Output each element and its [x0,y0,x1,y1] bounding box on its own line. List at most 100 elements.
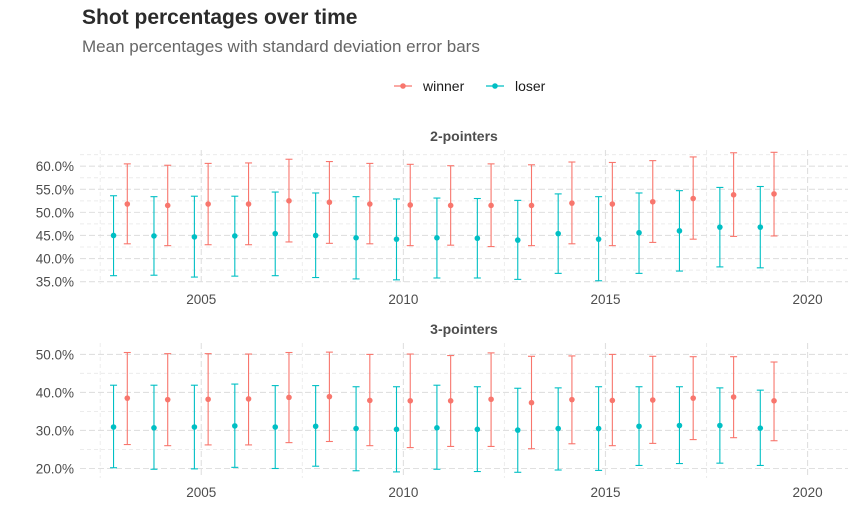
data-point [312,423,319,430]
data-point [407,202,414,208]
y-tick-label: 35.0% [36,275,74,290]
y-tick-label: 20.0% [36,461,74,476]
x-tick-label: 2015 [590,292,620,307]
data-point [151,233,157,239]
data-point [717,422,723,429]
data-point [757,224,764,230]
x-tick-label: 2010 [388,292,418,307]
data-point [514,237,521,243]
data-point [595,425,602,432]
data-point [609,397,616,404]
series-loser [110,185,764,282]
data-point [569,396,575,403]
y-tick-label: 30.0% [36,423,74,438]
data-point [447,202,454,209]
y-tick-label: 45.0% [36,228,74,243]
y-tick-label: 50.0% [36,205,74,220]
chart-panels: 2-pointers 35.0% 40.0% 45.0% 50.0% 55.0% 60.0%… [36,128,848,500]
data-point [124,395,131,401]
panel-title: 3-pointers [430,321,498,337]
x-tick-label: 2005 [186,292,216,307]
data-point [447,398,454,404]
legend-label-winner: winner [422,78,465,94]
data-point [326,199,333,206]
data-point [367,201,373,207]
data-point [488,396,494,403]
data-point [514,427,521,433]
y-tick-label: 40.0% [36,385,74,400]
data-point [205,201,211,207]
x-tick-label: 2020 [793,485,823,500]
data-point [771,398,777,404]
chart-title: Shot percentages over time [82,6,358,29]
data-point [393,236,400,242]
data-point [286,394,292,401]
data-point [393,426,400,433]
data-point [636,423,642,430]
data-point [474,235,481,242]
data-point [191,234,198,240]
legend-item-loser: loser [486,78,546,94]
data-point [730,192,737,198]
data-point [164,202,171,209]
series-loser [110,383,764,473]
data-point [164,396,171,403]
data-point [595,236,602,242]
data-point [730,394,737,400]
data-point [407,398,414,404]
data-point [636,229,642,236]
data-point [757,425,764,431]
data-point [151,425,157,431]
y-tick-label: 40.0% [36,252,74,267]
data-point [110,424,117,430]
data-point [367,397,373,404]
legend-label-loser: loser [515,78,546,94]
data-point [434,234,440,241]
y-tick-label: 50.0% [36,347,74,362]
data-point [555,425,561,432]
panel-title: 2-pointers [430,128,498,144]
data-point [191,424,198,430]
legend: winner loser [394,78,546,94]
y-tick-label: 55.0% [36,182,74,197]
data-point [353,425,359,432]
data-point [676,228,683,234]
data-point [245,396,252,402]
data-point [434,425,440,431]
data-point [569,200,575,206]
data-point [690,195,696,202]
data-point [286,198,292,204]
data-point [312,232,319,239]
data-point [110,232,117,239]
data-point [326,393,333,400]
data-point [232,233,238,239]
x-tick-label: 2010 [388,485,418,500]
panel-1: 2-pointers 35.0% 40.0% 45.0% 50.0% 55.0% 60.0%… [36,128,848,307]
data-point [649,198,656,205]
series-winner [123,351,778,450]
data-point [272,424,279,430]
x-tick-label: 2020 [793,292,823,307]
panel-2: 3-pointers 20.0% 30.0% 40.0% 50.0% 2005 2010 20… [36,321,848,500]
data-point [717,224,723,230]
data-point [649,397,656,403]
data-point [245,201,252,207]
series-winner [123,151,778,248]
x-tick-label: 2015 [590,485,620,500]
data-point [528,399,535,406]
data-point [528,202,535,209]
legend-item-winner: winner [394,78,465,94]
data-point [272,230,279,237]
data-point [124,201,131,207]
data-point [676,422,683,429]
data-point [771,191,777,197]
data-point [609,201,616,207]
data-point [690,395,696,401]
data-point [555,230,561,237]
y-tick-label: 60.0% [36,159,74,174]
data-point [353,234,359,241]
data-point [232,423,238,429]
data-point [488,202,494,209]
data-point [474,426,481,433]
